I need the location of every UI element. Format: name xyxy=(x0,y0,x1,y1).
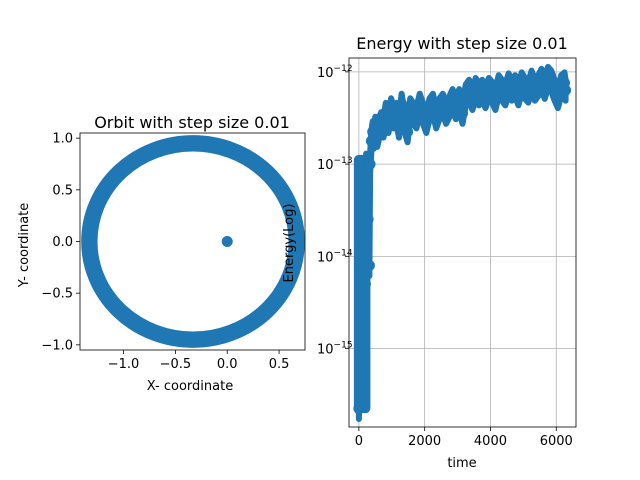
energy-point xyxy=(353,403,365,415)
energy-point xyxy=(357,241,369,253)
energy-point xyxy=(420,117,432,129)
energy-point xyxy=(364,158,376,170)
energy-point xyxy=(489,94,501,106)
energy-point xyxy=(402,126,414,138)
energy-point xyxy=(357,306,369,318)
energy-point xyxy=(552,92,564,104)
energy-panel: Energy with step size 0.01 0 2000 4000 6000… xyxy=(282,34,577,471)
orbit-y-tick-label: 1.0 xyxy=(52,132,73,147)
energy-x-axis-label: time xyxy=(447,456,476,471)
orbit-y-ticks: −1.0 −0.5 0.0 0.5 1.0 xyxy=(41,132,80,353)
energy-point xyxy=(363,260,375,272)
energy-y-tick-label: 10−13 xyxy=(317,156,353,173)
orbit-y-tick-label: 0.0 xyxy=(52,235,73,250)
orbit-central-point xyxy=(221,236,233,247)
energy-x-tick-label: 0 xyxy=(355,434,363,449)
energy-point xyxy=(399,117,411,129)
energy-point xyxy=(414,98,426,110)
energy-point xyxy=(545,75,557,87)
energy-y-tick-label: 10−12 xyxy=(317,64,353,81)
orbit-y-tick-label: 0.5 xyxy=(52,183,73,198)
energy-point xyxy=(560,84,572,96)
orbit-y-axis-label: Y- coordinate xyxy=(17,203,32,289)
energy-point xyxy=(362,213,374,225)
energy-axes-frame xyxy=(348,57,577,428)
energy-point xyxy=(430,112,442,124)
energy-point xyxy=(359,278,371,290)
energy-y-tick-label: 10−15 xyxy=(317,341,353,358)
orbit-y-tick-label: −0.5 xyxy=(41,287,73,302)
orbit-x-tick-label: 0.5 xyxy=(269,357,290,372)
orbit-y-tick-label: −1.0 xyxy=(41,338,73,353)
energy-point xyxy=(396,98,408,110)
orbit-panel: Orbit with step size 0.01 −1.0 −0.5 0.0 0.5… xyxy=(17,113,306,394)
energy-point xyxy=(361,177,373,189)
energy-x-tick-label: 6000 xyxy=(540,434,573,449)
orbit-title: Orbit with step size 0.01 xyxy=(94,113,290,132)
energy-y-tick-label: 10−14 xyxy=(317,248,353,265)
energy-point xyxy=(354,361,366,373)
energy-x-tick-label: 4000 xyxy=(474,434,507,449)
energy-x-ticks: 0 2000 4000 6000 xyxy=(355,427,573,449)
energy-point xyxy=(358,167,370,179)
orbit-trajectory-ring xyxy=(81,135,305,348)
energy-point xyxy=(356,186,368,198)
energy-x-tick-label: 2000 xyxy=(408,434,441,449)
energy-point xyxy=(457,107,468,119)
energy-point xyxy=(539,82,551,94)
orbit-x-tick-label: −1.0 xyxy=(108,357,140,372)
energy-title: Energy with step size 0.01 xyxy=(356,34,568,53)
energy-point xyxy=(355,250,367,262)
energy-point xyxy=(359,232,371,244)
orbit-x-tick-label: 0.0 xyxy=(217,357,238,372)
energy-point xyxy=(371,130,383,142)
energy-y-axis-label: Energy(Log) xyxy=(282,204,297,283)
energy-plot-area xyxy=(353,63,572,422)
energy-y-ticks: 10−15 10−14 10−13 10−12 xyxy=(317,64,353,358)
energy-point xyxy=(390,107,402,119)
orbit-x-axis-label: X- coordinate xyxy=(147,379,233,394)
orbit-x-tick-label: −0.5 xyxy=(160,357,192,372)
orbit-plot-area xyxy=(81,135,305,348)
orbit-x-ticks: −1.0 −0.5 0.0 0.5 xyxy=(108,350,290,372)
energy-point xyxy=(355,347,367,359)
